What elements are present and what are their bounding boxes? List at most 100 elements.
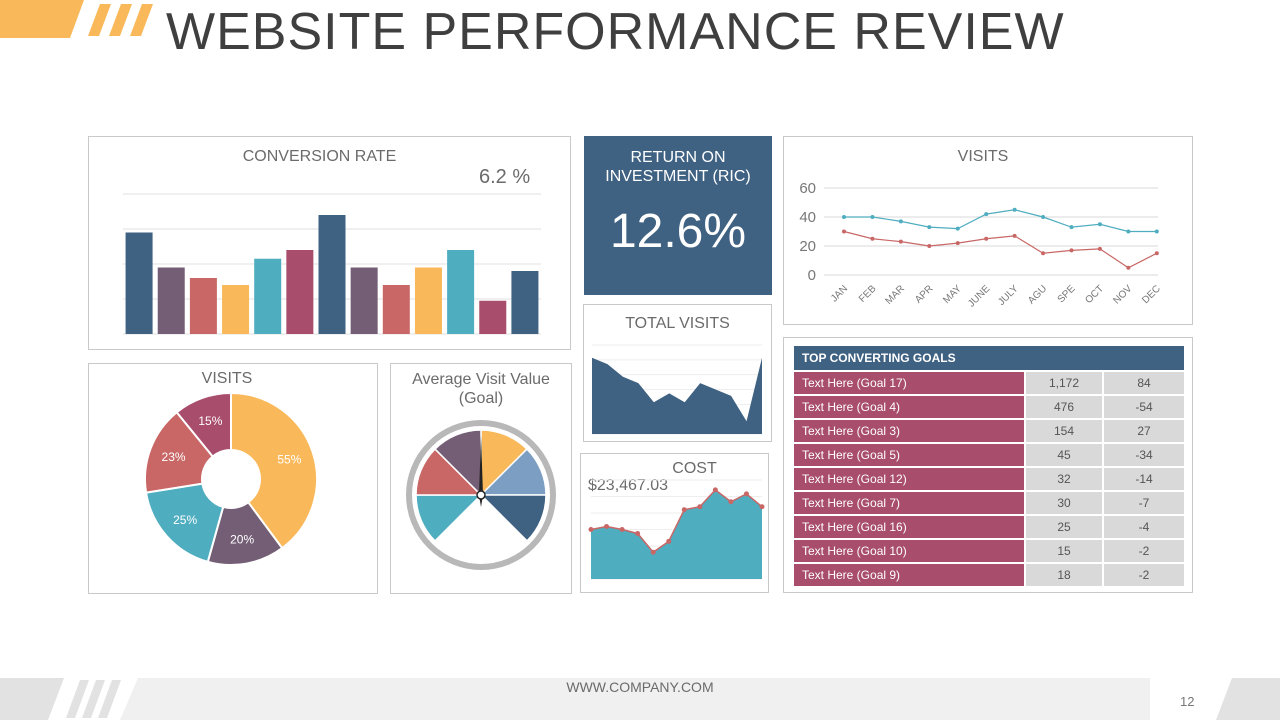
goal-name-cell: Text Here (Goal 7) — [794, 492, 1026, 514]
visits-series-point — [898, 219, 903, 224]
cost-area-chart — [588, 479, 765, 580]
goal-name-cell: Text Here (Goal 12) — [794, 468, 1026, 490]
visits-x-tick-label: JAN — [829, 283, 850, 304]
conversion-bar — [511, 271, 539, 334]
total-visits-title: TOTAL VISITS — [625, 315, 730, 332]
goal-name-cell: Text Here (Goal 3) — [794, 420, 1026, 442]
goal-value-cell: 1,172 — [1026, 372, 1104, 394]
conversion-rate-value: 6.2 % — [479, 166, 531, 188]
gauge-pivot — [476, 490, 486, 500]
visits-series-line — [844, 209, 1157, 233]
table-row: Text Here (Goal 10) 15 -2 — [794, 540, 1184, 562]
page-number: 12 — [1180, 694, 1195, 709]
visits-x-tick-label: MAR — [883, 283, 907, 307]
goal-value-cell: 15 — [1026, 540, 1104, 562]
goals-table: TOP CONVERTING GOALS Text Here (Goal 17)… — [794, 344, 1184, 588]
goals-title: TOP CONVERTING GOALS — [794, 346, 1184, 370]
roi-value: 12.6% — [609, 205, 747, 258]
header-bar-shape — [0, 0, 84, 38]
conversion-rate-panel: CONVERSION RATE 6.2 % — [88, 136, 571, 350]
goal-change-cell: -14 — [1104, 468, 1184, 490]
visits-x-tick-label: OCT — [1083, 283, 1106, 306]
cost-point — [619, 527, 625, 532]
goal-value-cell: 154 — [1026, 420, 1104, 442]
visits-series-point — [870, 215, 875, 219]
page-title: WEBSITE PERFORMANCE REVIEW — [166, 3, 1065, 61]
cost-value: $23,467.03 — [588, 477, 669, 494]
conversion-bar — [254, 258, 282, 334]
visits-series-point — [1012, 233, 1017, 238]
goal-name-cell: Text Here (Goal 9) — [794, 564, 1026, 586]
cost-point — [681, 507, 687, 513]
conversion-bar — [447, 250, 475, 334]
goal-change-cell: 27 — [1104, 420, 1184, 442]
cost-line — [590, 488, 763, 554]
visits-series-point — [898, 239, 903, 244]
visits-series-point — [927, 225, 932, 230]
goal-change-cell: -34 — [1104, 444, 1184, 466]
roi-title: RETURN ON INVESTMENT (RIC) — [605, 149, 751, 185]
table-row: Text Here (Goal 4) 476 -54 — [794, 396, 1184, 418]
goal-value-cell: 32 — [1026, 468, 1104, 490]
conversion-rate-title: CONVERSION RATE — [242, 148, 397, 165]
goal-change-cell: -7 — [1104, 492, 1184, 514]
conversion-bar — [157, 267, 185, 334]
visits-donut-slice — [175, 391, 232, 458]
visits-donut-label: 25% — [173, 513, 197, 527]
total-visits-area-chart — [592, 344, 762, 435]
conversion-bar — [382, 285, 410, 334]
cost-point — [650, 549, 656, 555]
cost-area — [591, 489, 762, 579]
avg-visit-panel: Average Visit Value (Goal) — [390, 363, 572, 594]
visits-series-point — [1126, 265, 1131, 270]
avg-visit-title: Average Visit Value (Goal) — [391, 370, 571, 408]
goal-change-cell: -2 — [1104, 540, 1184, 562]
goal-value-cell: 45 — [1026, 444, 1104, 466]
goal-name-cell: Text Here (Goal 4) — [794, 396, 1026, 418]
visits-line-panel: VISITS 0 20 40 60 JAN FEB MAR APR MAY JUNE JULY AGU… — [783, 136, 1193, 325]
visits-series-point — [984, 236, 989, 241]
visits-donut-label: 55% — [277, 453, 301, 467]
goal-change-cell: -4 — [1104, 516, 1184, 538]
table-row: Text Here (Goal 9) 18 -2 — [794, 564, 1184, 586]
visits-donut-chart: 55% 20% 25% 23% 15% — [144, 391, 318, 566]
conversion-bar — [350, 267, 378, 334]
visits-y-tick-label: 0 — [808, 267, 816, 284]
visits-donut-slice — [144, 482, 225, 564]
footer-url: WWW.COMPANY.COM — [566, 679, 714, 695]
table-row: Text Here (Goal 5) 45 -34 — [794, 444, 1184, 466]
goal-change-cell: -54 — [1104, 396, 1184, 418]
gauge-segment — [433, 429, 482, 497]
visits-series-point — [955, 241, 960, 246]
visits-pie-panel: VISITS 55% 20% 25% 23% 15% — [88, 363, 378, 594]
gauge-needle — [479, 435, 483, 507]
visits-series-point — [1012, 207, 1017, 212]
footer-stripe-2 — [82, 680, 105, 718]
visits-series-point — [1154, 251, 1159, 256]
conversion-bar — [318, 215, 346, 334]
visits-x-tick-label: DEC — [1140, 283, 1163, 306]
header-stripe-3 — [130, 4, 153, 36]
visits-donut-slice — [230, 391, 318, 550]
conversion-bar — [222, 285, 250, 334]
visits-series-point — [1069, 248, 1074, 253]
roi-panel: RETURN ON INVESTMENT (RIC) 12.6% — [584, 136, 772, 295]
conversion-bar — [125, 232, 153, 334]
table-row: Text Here (Goal 16) 25 -4 — [794, 516, 1184, 538]
visits-line-chart: 0 20 40 60 JAN FEB MAR APR MAY JUNE JULY AGU SPE OCT N… — [799, 180, 1163, 310]
visits-x-tick-label: SPE — [1056, 283, 1078, 305]
cost-point — [743, 491, 749, 497]
visits-series-point — [1069, 225, 1074, 230]
goal-name-cell: Text Here (Goal 17) — [794, 372, 1026, 394]
footer-stripe-1 — [66, 680, 89, 718]
table-row: Text Here (Goal 12) 32 -14 — [794, 468, 1184, 490]
visits-series-point — [1097, 222, 1102, 227]
table-row: Text Here (Goal 3) 154 27 — [794, 420, 1184, 442]
visits-series-point — [927, 244, 932, 248]
visits-series-point — [1097, 246, 1102, 251]
footer-left-shape — [0, 678, 64, 720]
total-visits-panel: TOTAL VISITS — [583, 304, 772, 442]
visits-series-point — [955, 226, 960, 231]
visits-series-point — [1041, 251, 1046, 256]
goal-name-cell: Text Here (Goal 10) — [794, 540, 1026, 562]
